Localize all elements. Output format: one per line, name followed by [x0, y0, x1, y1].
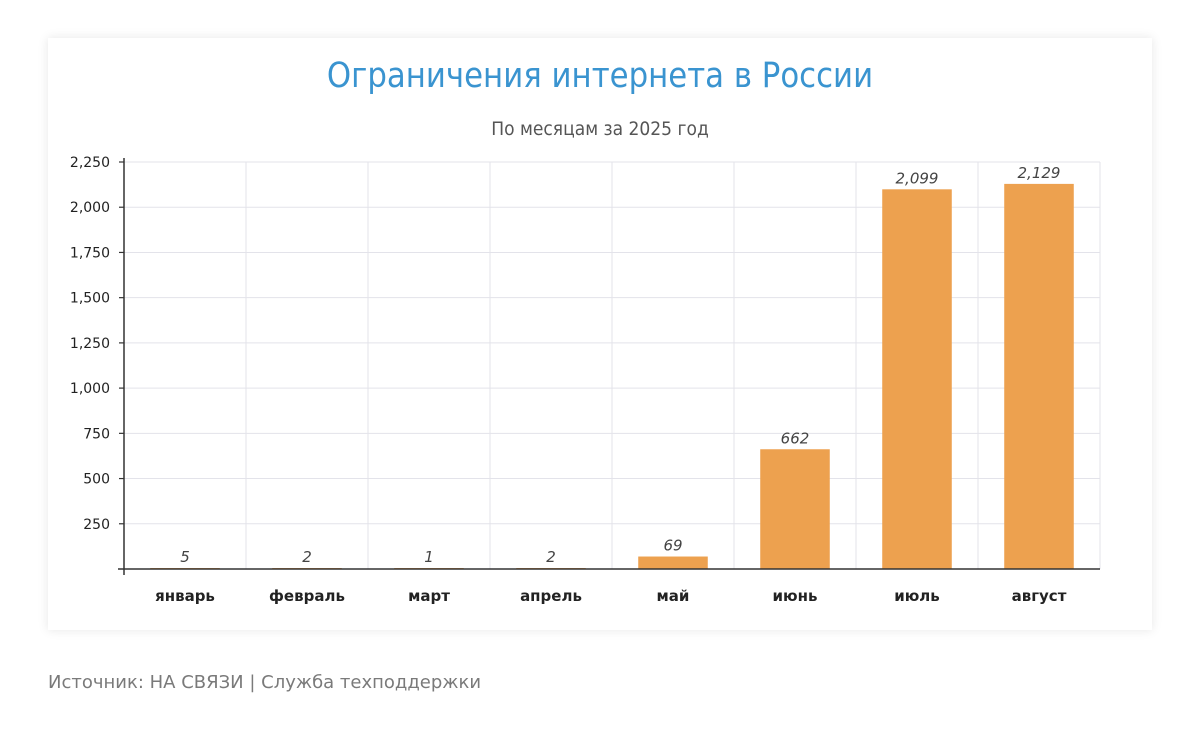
data-label: 1: [424, 548, 434, 566]
y-tick-label: 2,000: [70, 200, 110, 216]
data-label: 2: [546, 548, 556, 566]
y-tick-label: 250: [83, 517, 110, 533]
chart-title: Ограничения интернета в России: [326, 56, 874, 96]
data-label: 2,099: [896, 169, 939, 187]
data-label: 69: [663, 537, 682, 555]
chart-card: Ограничения интернета в России По месяца…: [48, 38, 1152, 630]
x-tick-label: июль: [894, 587, 940, 605]
x-tick-label: июнь: [773, 587, 818, 605]
data-label: 662: [781, 429, 810, 447]
bar: [760, 449, 830, 569]
bar: [638, 556, 708, 569]
x-tick-label: май: [657, 587, 690, 605]
x-tick-label: март: [408, 587, 450, 605]
x-tick-label: январь: [155, 587, 215, 605]
y-tick-label: 1,250: [70, 336, 110, 352]
data-label: 2: [302, 548, 312, 566]
y-tick-label: 2,250: [70, 155, 110, 171]
y-tick-label: 750: [83, 426, 110, 442]
bar: [882, 189, 952, 570]
data-label: 2,129: [1018, 164, 1061, 182]
y-tick-label: 500: [83, 472, 110, 488]
data-label: 5: [180, 548, 190, 566]
x-tick-label: апрель: [520, 587, 582, 605]
y-tick-label: 1,750: [70, 245, 110, 261]
bar: [1004, 183, 1074, 569]
y-tick-label: 1,500: [70, 291, 110, 307]
bar-chart: 5 январь 2 февраль 1 март 2 апрель 69 май 662 июнь 2…: [70, 155, 1101, 605]
y-tick-label: 1,000: [70, 381, 110, 397]
source-caption: Источник: НА СВЯЗИ | Служба техподдержки: [48, 672, 482, 693]
chart-subtitle: По месяцам за 2025 год: [491, 118, 709, 140]
x-tick-label: август: [1012, 587, 1067, 605]
x-tick-label: февраль: [269, 587, 345, 605]
